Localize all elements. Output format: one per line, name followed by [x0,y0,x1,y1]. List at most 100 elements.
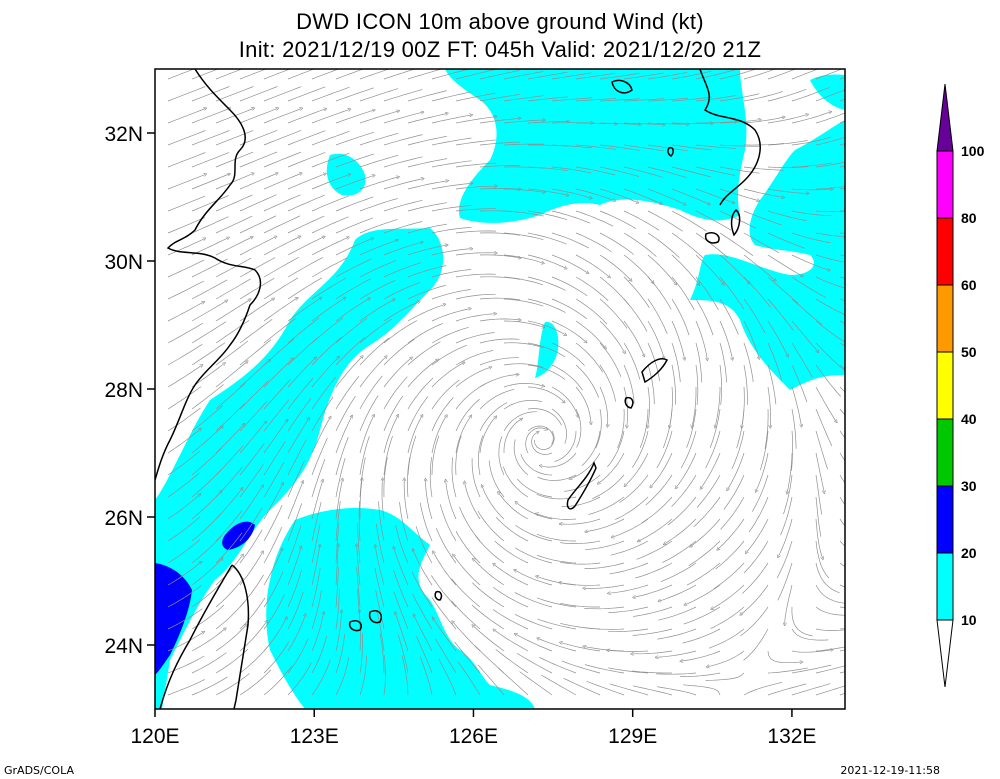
streamline [560,540,601,544]
streamline [647,298,668,335]
streamline [671,276,695,311]
streamline [359,240,397,256]
streamline [791,364,808,403]
streamline [383,358,411,388]
wind-area-small-center [535,321,559,378]
chart-subtitle: Init: 2021/12/19 00Z FT: 045h Valid: 202… [238,37,762,62]
streamline [695,95,736,102]
streamline [743,364,748,405]
streamline [767,210,807,222]
streamline [263,256,299,278]
streamline [632,628,673,636]
streamline [696,474,721,508]
streamline [287,109,325,124]
streamline [263,318,296,344]
streamline [413,550,433,586]
streamline [791,342,813,378]
streamline [528,144,569,147]
wind-20-30kt-areas [155,521,255,675]
streamline [215,194,253,212]
streamline [407,323,443,344]
streamline [335,567,339,608]
streamline [383,242,422,256]
streamline [287,194,325,212]
streamline [839,232,845,234]
streamline [239,507,263,542]
streamline [676,452,697,488]
streamline [791,276,827,298]
streamline [658,606,697,621]
streamline [740,606,769,637]
streamline [287,662,312,696]
streamline [359,436,370,476]
streamline [455,293,496,300]
streamline [776,540,793,579]
streamline [623,188,661,204]
streamline [719,144,761,147]
streamline [335,436,349,476]
streamline [414,615,433,652]
streamline [686,562,721,586]
streamline [167,386,202,410]
streamline [287,591,304,630]
streamline [191,301,227,322]
streamline [764,408,769,449]
colorbar-segment [936,351,954,420]
streamline [503,254,543,263]
streamline [695,364,699,405]
streamline [695,144,736,149]
streamline [503,399,543,410]
streamline [473,626,505,652]
streamline [671,70,712,80]
streamline [215,340,249,366]
small-island-east [434,590,443,601]
streamline [609,584,649,593]
streamline [551,276,588,297]
streamline [263,549,282,586]
streamline [671,166,711,178]
streamline [767,115,807,124]
streamline [575,72,616,80]
streamline [787,452,793,493]
streamline [167,608,203,630]
streamline [431,115,471,124]
streamline [239,422,266,454]
streamline [575,386,591,423]
streamline [335,545,338,586]
streamline [311,437,328,476]
streamline [287,277,323,300]
streamline [191,447,222,476]
streamline [358,500,361,542]
streamline [617,408,625,449]
streamline [239,173,277,190]
x-tick-label: 126E [449,725,498,748]
streamline [743,682,782,696]
streamline [743,320,759,358]
streamline [695,276,719,311]
streamline [263,338,295,366]
streamline [455,332,495,344]
streamline [680,672,721,677]
streamline [503,120,544,124]
streamline [239,215,277,234]
colorbar-label: 10 [961,612,977,628]
streamline [719,364,722,405]
streamline [527,232,567,245]
streamline [335,217,374,234]
streamline [720,496,745,530]
streamline [719,210,757,229]
streamline [657,650,697,657]
streamline [719,93,760,102]
streamline [359,633,363,674]
streamline [335,523,340,564]
streamline [767,254,802,276]
streamline [815,232,845,237]
streamline [215,362,247,388]
streamline [419,656,433,696]
streamline [791,320,818,352]
streamline [541,452,577,467]
streamline [455,253,496,256]
streamline [503,276,544,286]
streamline [599,210,637,229]
streamline [599,72,640,80]
